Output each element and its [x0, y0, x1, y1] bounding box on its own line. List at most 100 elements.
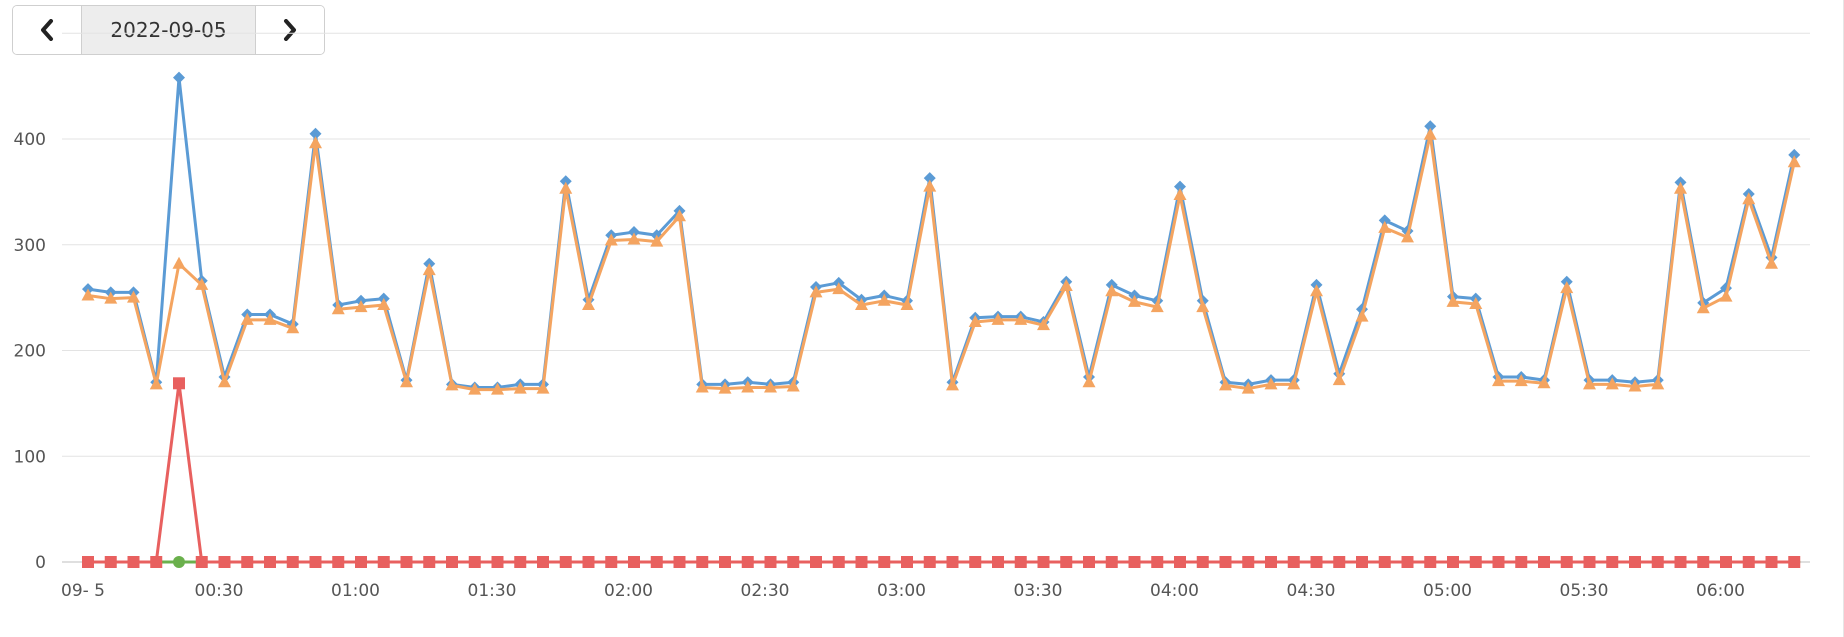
data-point[interactable] [1537, 376, 1551, 389]
data-point[interactable] [991, 312, 1005, 325]
data-point[interactable] [1128, 556, 1141, 568]
data-point[interactable] [923, 556, 936, 568]
data-point[interactable] [719, 556, 731, 568]
data-point[interactable] [309, 136, 322, 149]
data-point[interactable] [241, 556, 254, 568]
data-point[interactable] [1583, 377, 1596, 390]
data-point[interactable] [1150, 300, 1164, 313]
data-point[interactable] [1287, 556, 1300, 568]
data-point[interactable] [264, 556, 276, 568]
data-point[interactable] [695, 380, 709, 393]
data-point[interactable] [582, 556, 595, 568]
data-point[interactable] [1492, 556, 1505, 568]
data-point[interactable] [355, 556, 367, 568]
data-point[interactable] [173, 71, 185, 84]
data-point[interactable] [377, 298, 391, 311]
data-point[interactable] [559, 556, 572, 568]
data-point[interactable] [764, 380, 777, 393]
data-point[interactable] [1424, 120, 1437, 133]
data-point[interactable] [1674, 181, 1687, 194]
data-point[interactable] [1378, 556, 1391, 568]
data-point[interactable] [309, 127, 322, 140]
data-point[interactable] [627, 232, 641, 245]
next-day-button[interactable] [255, 6, 324, 54]
data-point[interactable] [650, 234, 664, 247]
data-point[interactable] [1037, 556, 1050, 568]
data-point[interactable] [582, 298, 595, 311]
data-point[interactable] [446, 556, 458, 568]
data-point[interactable] [1651, 377, 1665, 390]
data-point[interactable] [309, 556, 322, 568]
data-point[interactable] [1628, 379, 1642, 392]
data-point[interactable] [1469, 556, 1482, 568]
data-point[interactable] [1697, 556, 1710, 568]
data-point[interactable] [491, 556, 504, 568]
data-point[interactable] [605, 556, 618, 568]
data-point[interactable] [172, 256, 186, 269]
data-point[interactable] [1514, 374, 1528, 387]
data-point[interactable] [240, 312, 254, 325]
data-point[interactable] [1060, 556, 1073, 568]
data-point[interactable] [1264, 377, 1278, 390]
data-point[interactable] [1583, 556, 1596, 568]
data-point[interactable] [1355, 309, 1369, 322]
data-point[interactable] [1424, 556, 1437, 568]
data-point[interactable] [377, 556, 390, 568]
data-point[interactable] [1605, 377, 1619, 390]
data-point[interactable] [810, 556, 822, 568]
data-point[interactable] [195, 556, 208, 568]
data-point[interactable] [149, 377, 163, 390]
data-point[interactable] [1105, 556, 1118, 568]
data-point[interactable] [1423, 127, 1437, 140]
data-point[interactable] [1105, 284, 1119, 297]
data-point[interactable] [673, 556, 686, 568]
data-point[interactable] [536, 381, 550, 394]
data-point[interactable] [968, 314, 982, 327]
data-point[interactable] [422, 263, 436, 276]
data-point[interactable] [127, 290, 140, 303]
data-point[interactable] [1128, 294, 1141, 307]
data-point[interactable] [855, 556, 868, 568]
data-point[interactable] [1720, 556, 1732, 568]
data-point[interactable] [1674, 556, 1687, 568]
data-point[interactable] [195, 277, 209, 290]
data-point[interactable] [1447, 556, 1459, 568]
data-point[interactable] [286, 321, 300, 334]
data-point[interactable] [1196, 300, 1210, 313]
data-point[interactable] [468, 556, 481, 568]
data-point[interactable] [559, 181, 573, 194]
data-point[interactable] [923, 172, 936, 185]
data-point[interactable] [1219, 556, 1232, 568]
data-point[interactable] [832, 556, 845, 568]
data-point[interactable] [514, 556, 527, 568]
data-point[interactable] [1560, 281, 1574, 294]
data-point[interactable] [1696, 301, 1710, 314]
data-point[interactable] [1651, 556, 1664, 568]
data-point[interactable] [331, 302, 345, 315]
data-point[interactable] [1037, 318, 1050, 331]
data-point[interactable] [1765, 556, 1778, 568]
data-point[interactable] [82, 556, 94, 568]
data-point[interactable] [1059, 278, 1073, 291]
data-point[interactable] [491, 382, 504, 395]
data-point[interactable] [1606, 556, 1619, 568]
data-point[interactable] [218, 375, 231, 388]
data-point[interactable] [537, 556, 549, 568]
data-point[interactable] [559, 175, 572, 188]
data-point[interactable] [1378, 214, 1391, 227]
data-point[interactable] [1788, 556, 1801, 568]
data-point[interactable] [1629, 556, 1641, 568]
data-point[interactable] [400, 375, 413, 388]
data-point[interactable] [423, 556, 436, 568]
data-point[interactable] [468, 382, 482, 395]
data-point[interactable] [718, 381, 732, 394]
data-point[interactable] [628, 556, 640, 568]
data-point[interactable] [832, 282, 846, 295]
data-point[interactable] [218, 556, 231, 568]
data-point[interactable] [1174, 556, 1186, 568]
data-point[interactable] [992, 556, 1004, 568]
data-point[interactable] [900, 298, 914, 311]
data-point[interactable] [1538, 556, 1550, 568]
data-point[interactable] [741, 380, 755, 393]
data-point[interactable] [173, 556, 185, 568]
